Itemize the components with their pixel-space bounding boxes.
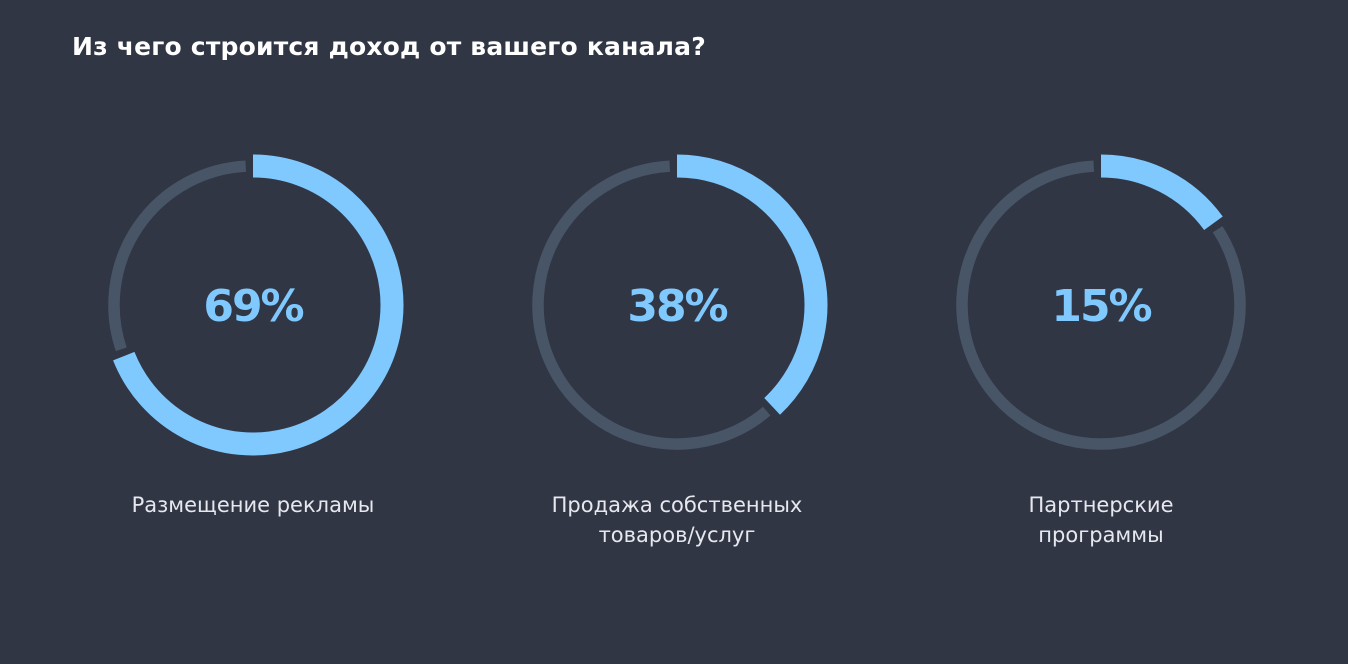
donut-chart-own-products: 38% [532,154,828,450]
percent-value: 15% [1051,281,1151,332]
donut-value-arc [1100,154,1223,231]
gauge-advertising: 69% Размещение рекламы [98,150,408,520]
donut-track [532,160,771,450]
donut-track [108,160,247,352]
gauge-affiliate: 15% Партнерские программы [946,150,1256,550]
donut-chart-affiliate: 15% [956,154,1246,450]
gauge-own-products: 38% Продажа собственных товаров/услуг [522,150,832,550]
donut-value-arc [113,154,404,456]
gauge-label: Размещение рекламы [131,493,375,517]
gauge-label: Партнерские программы [1028,493,1174,547]
donut-value-arc [676,154,828,415]
percent-value: 69% [203,281,303,332]
gauge-label: Продажа собственных товаров/услуг [551,493,803,547]
donut-chart-advertising: 69% [108,154,404,456]
page-title: Из чего строится доход от вашего канала? [72,32,706,61]
donut-track [956,160,1246,450]
percent-value: 38% [627,281,727,332]
